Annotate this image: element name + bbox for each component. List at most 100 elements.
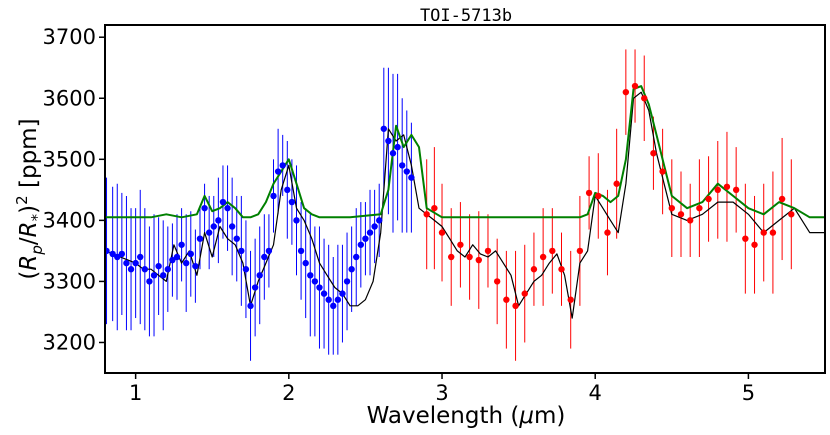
observations-red-point	[686, 217, 694, 224]
observations-blue-point	[187, 250, 194, 258]
observations-blue-point	[127, 266, 135, 273]
observations-red-point	[705, 195, 712, 203]
observations-red-point	[723, 183, 731, 190]
x-tick-label: 1	[129, 381, 142, 405]
observations-blue-point	[114, 253, 121, 261]
observations-red-point	[677, 211, 685, 218]
x-tick-label: 3	[435, 381, 448, 405]
observations-blue-point	[293, 217, 300, 224]
observations-red-point	[668, 204, 676, 212]
observations-blue-point	[196, 235, 204, 242]
observations-blue-point	[228, 223, 236, 230]
observations-blue-point	[242, 266, 250, 273]
model-black-line	[105, 91, 825, 319]
observations-blue-point	[394, 143, 401, 151]
observations-blue-point	[169, 256, 176, 264]
observations-blue-point	[334, 296, 342, 303]
data-layer	[105, 49, 825, 361]
y-tick-label: 3400	[43, 208, 96, 232]
chart-title: TOI-5713b	[420, 6, 512, 26]
observations-blue-point	[265, 247, 273, 255]
observations-blue-point	[205, 229, 213, 236]
observations-blue-point	[123, 259, 130, 267]
observations-red-point	[751, 241, 758, 248]
x-tick-label: 4	[589, 381, 602, 405]
observations-blue-point	[219, 198, 227, 206]
y-tick-label: 3200	[43, 330, 96, 354]
observations-red-point	[760, 229, 767, 236]
y-tick-label: 3600	[43, 86, 96, 110]
observations-blue-point	[150, 272, 158, 279]
observations-red-point	[778, 195, 786, 203]
observations-blue-point	[233, 235, 240, 242]
observations-blue-point	[320, 290, 328, 297]
observations-red-point	[788, 211, 795, 218]
observations-red-point	[732, 186, 740, 194]
observations-blue-point	[389, 150, 397, 157]
observations-red-point	[585, 189, 593, 197]
observations-blue-point	[357, 241, 365, 248]
observations-red-point	[595, 192, 602, 200]
observations-red-point	[530, 266, 538, 273]
observations-blue-point	[178, 241, 185, 248]
observations-blue-point	[109, 250, 116, 258]
observations-blue-point	[160, 272, 167, 279]
observations-blue-point	[380, 125, 388, 132]
observations-blue-point	[173, 253, 181, 261]
x-axis-label: Wavelength (μm)	[367, 403, 566, 429]
observations-blue-point	[118, 250, 126, 258]
observations-blue-point	[302, 259, 309, 267]
model-green-line	[105, 85, 825, 219]
observations-blue-point	[376, 217, 383, 224]
observations-blue-point	[371, 223, 378, 230]
y-tick-label: 3500	[43, 147, 96, 171]
x-tick-label: 5	[742, 381, 755, 405]
observations-blue-point	[192, 262, 199, 270]
observations-red-point	[558, 266, 565, 273]
observations-red-point	[539, 253, 547, 261]
observations-blue-point	[201, 204, 208, 212]
observations-blue-point	[215, 217, 222, 224]
observations-red-point	[641, 95, 648, 102]
observations-blue-point	[284, 186, 291, 194]
x-tick-label: 2	[282, 381, 295, 405]
observations-red-point	[521, 290, 528, 297]
observations-red-point	[457, 241, 464, 248]
observations-red-point	[512, 302, 519, 310]
observations-blue-point	[403, 168, 410, 175]
observations-blue-point	[385, 137, 392, 145]
observations-blue-point	[297, 247, 305, 255]
observations-blue-point	[238, 247, 245, 255]
observations-blue-point	[274, 168, 282, 175]
observations-blue-point	[325, 296, 332, 303]
observations-blue-point	[288, 198, 296, 206]
y-tick-label: 3700	[43, 25, 96, 49]
observations-red-point	[493, 278, 501, 285]
observations-blue-point	[316, 284, 323, 291]
observations-blue-point	[256, 272, 263, 279]
observations-blue-point	[224, 204, 231, 212]
observations-red-point	[659, 168, 666, 175]
observations-red-point	[631, 82, 639, 90]
observations-blue-point	[182, 259, 190, 267]
observations-red-point	[576, 247, 584, 255]
observations-blue-point	[164, 266, 172, 273]
observations-red-point	[622, 88, 630, 96]
observations-red-point	[484, 247, 492, 255]
observations-red-point	[650, 150, 657, 157]
y-axis: 3200 3300 3400 3500 3600 3700	[43, 25, 105, 354]
observations-red-point	[423, 211, 430, 218]
observations-blue-point	[146, 278, 153, 285]
observations-blue-point	[132, 259, 139, 267]
plot-frame	[104, 24, 826, 374]
observations-red-point	[742, 235, 749, 242]
observations-red-point	[549, 247, 556, 255]
observations-blue-point	[279, 162, 286, 169]
observations-blue-point	[398, 162, 406, 169]
observations-blue-point	[261, 253, 268, 261]
observations-red-point	[448, 253, 455, 261]
observations-blue-point	[366, 229, 374, 236]
observations-blue-point	[339, 290, 346, 297]
observations-blue-point	[311, 278, 319, 285]
observations-blue-point	[270, 192, 277, 200]
